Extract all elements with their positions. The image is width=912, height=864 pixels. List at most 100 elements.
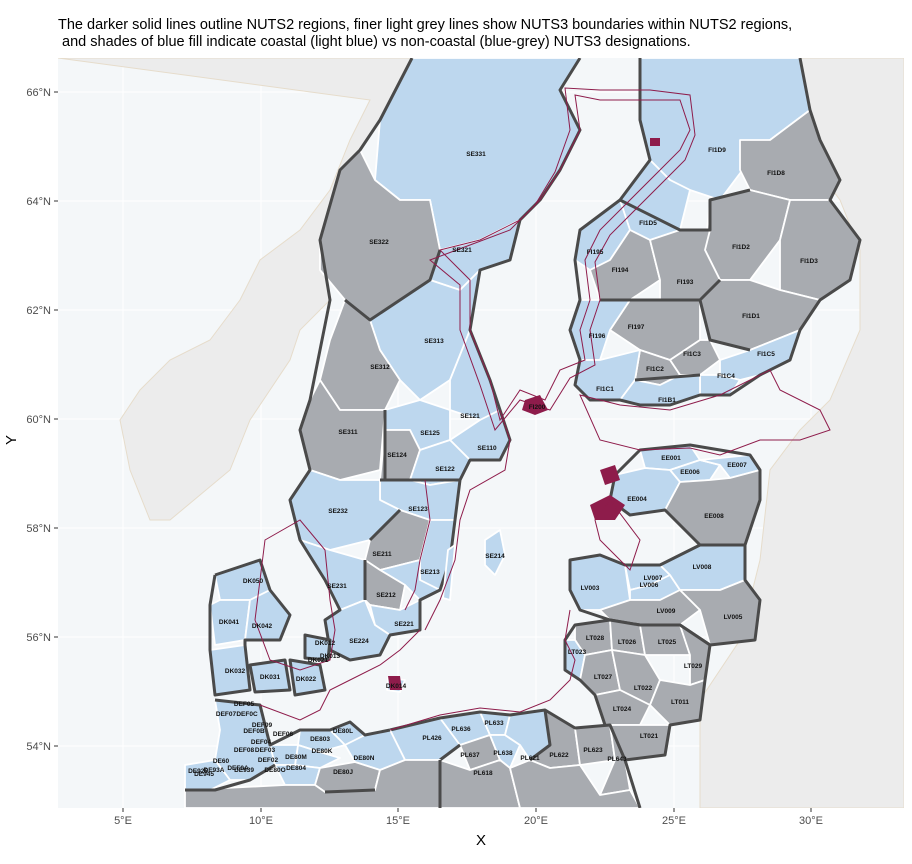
region-labels: SE331 SE322 SE321 SE313 SE312 SE311 SE12…: [188, 147, 818, 778]
region-label: DE80L: [333, 728, 353, 735]
island-oland: [442, 544, 456, 601]
chart-title: The darker solid lines outline NUTS2 reg…: [58, 17, 793, 50]
region-label: PL622: [549, 752, 569, 759]
region-label: FI1C4: [717, 373, 735, 380]
region-label: SE214: [485, 553, 505, 560]
y-tick-label: 54°N: [26, 741, 51, 753]
region-label: LT021: [640, 733, 659, 740]
y-tick-label: 62°N: [26, 305, 51, 317]
region-label: PL618: [473, 770, 493, 777]
poland-regions: [389, 708, 642, 808]
region-label: SE331: [466, 151, 486, 158]
denmark-outline: [208, 558, 332, 697]
x-tick-label: 10°E: [249, 815, 273, 827]
region-label: DE939: [234, 767, 254, 774]
region-label: SE213: [420, 569, 440, 576]
region-label: SE321: [452, 247, 472, 254]
region-label: DE945: [194, 771, 214, 778]
region-label: DE80K: [312, 748, 333, 755]
region-label: DEF08: [234, 747, 255, 754]
region-label: DEF0A: [227, 765, 249, 772]
region-label: DEF09: [252, 722, 273, 729]
region-label: LT028: [586, 635, 605, 642]
region-label: LT011: [671, 699, 689, 706]
region-label: SE124: [387, 452, 407, 459]
sweden-regions: [288, 58, 582, 662]
region-label: DK050: [243, 578, 264, 585]
region-label: FI1D1: [742, 313, 760, 320]
finland-nuts2-outlines: [568, 58, 862, 407]
region-label: PL636: [451, 726, 471, 733]
region-label: FI200: [529, 404, 546, 411]
region-label: FI1D8: [767, 170, 785, 177]
region-label: DE80O: [264, 767, 285, 774]
region-label: DE80M: [285, 754, 307, 761]
region-label: PL621: [520, 755, 540, 762]
y-tick-label: 66°N: [26, 87, 51, 99]
island-gotland: [484, 529, 506, 576]
region-label: SE224: [349, 638, 369, 645]
region-label: FI195: [587, 249, 604, 256]
x-tick-label: 30°E: [799, 815, 823, 827]
region-label: DK021: [308, 657, 329, 664]
region-label: SE212: [376, 592, 396, 599]
region-label: DK022: [296, 676, 317, 683]
islands: [388, 138, 660, 690]
region-label: DE803: [310, 736, 330, 743]
region-label: LT023: [568, 649, 587, 656]
region-label: EE007: [727, 462, 747, 469]
region-label: DEF03: [255, 747, 276, 754]
region-label: DK014: [386, 683, 407, 690]
region-label: DEF05: [234, 701, 255, 708]
coastline-kattegat: [254, 519, 336, 671]
y-axis-title: Y: [3, 435, 20, 445]
island-saaremaa: [590, 495, 625, 520]
region-label: LV003: [581, 585, 600, 592]
denmark-regions: [208, 558, 406, 697]
region-label: FI194: [612, 267, 629, 274]
region-label: FI1D9: [708, 147, 726, 154]
region-label: PL633: [484, 720, 504, 727]
region-label: DK031: [260, 674, 281, 681]
coastline-sweden-east: [404, 409, 511, 631]
island-bornholm: [388, 676, 402, 690]
x-tick-label: 5°E: [114, 815, 132, 827]
region-label: FI1B1: [658, 397, 676, 404]
region-label: FI1C5: [757, 351, 775, 358]
region-label: DE80N: [354, 755, 375, 762]
coastline-gulf-riga: [594, 499, 641, 571]
x-tick-label: 15°E: [386, 815, 410, 827]
region-label: FI197: [628, 324, 645, 331]
region-label: DK013: [320, 653, 341, 660]
region-label: LV005: [724, 614, 743, 621]
y-axis: 66°N 64°N 62°N 60°N 58°N 56°N 54°N Y: [3, 87, 58, 753]
y-tick-label: 64°N: [26, 196, 51, 208]
region-label: DEF06: [273, 731, 294, 738]
region-label: EE001: [661, 455, 681, 462]
estonia-regions: [608, 443, 762, 547]
map-layers: [58, 58, 904, 808]
x-axis-title: X: [476, 832, 486, 849]
region-label: DE80J: [333, 769, 353, 776]
region-label: EE004: [627, 496, 647, 503]
region-label: LV007: [644, 575, 663, 582]
region-label: DE60: [213, 758, 230, 765]
region-label: PL638: [493, 750, 513, 757]
region-label: DE925: [188, 768, 208, 775]
region-label: SE123: [408, 506, 428, 513]
region-DE-south: [184, 759, 441, 808]
region-label: DK041: [219, 619, 240, 626]
region-label: DEF07: [216, 711, 237, 718]
region-label: DE804: [286, 765, 306, 772]
region-label: PL623: [583, 747, 603, 754]
region-label: DEF04: [251, 739, 272, 746]
island-hiiumaa: [600, 465, 620, 485]
x-tick-label: 25°E: [662, 815, 686, 827]
region-label: DE93A: [204, 767, 225, 774]
region-label: LT024: [613, 706, 632, 713]
region-label: PL637: [460, 752, 480, 759]
region-label: EE006: [680, 469, 700, 476]
region-label: FI193: [677, 279, 694, 286]
region-DE60: [184, 759, 231, 791]
region-label: PL426: [422, 735, 442, 742]
